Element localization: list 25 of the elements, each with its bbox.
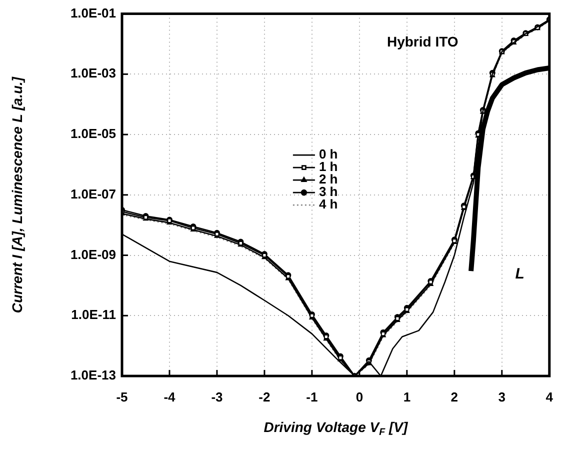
- legend-label: 3 h: [318, 184, 338, 200]
- y-axis-title: Current I [A], Luminescence L [a.u.]: [8, 76, 25, 314]
- annotation: L: [515, 266, 524, 283]
- x-tick-label: 2: [450, 389, 458, 404]
- y-tick-label: 1.0E-03: [70, 66, 116, 81]
- x-tick-label: 1: [403, 389, 411, 404]
- y-tick-label: 1.0E-01: [70, 5, 116, 20]
- legend-label: 4 h: [318, 196, 338, 212]
- annotation: Hybrid ITO: [386, 34, 458, 50]
- y-tick-label: 1.0E-09: [70, 246, 116, 262]
- x-tick-label: -4: [164, 389, 176, 404]
- x-tick-label: -1: [306, 389, 318, 404]
- x-tick-label: 4: [546, 389, 554, 404]
- y-tick-label: 1.0E-11: [71, 307, 116, 322]
- legend-label: 0 h: [318, 146, 338, 162]
- x-tick-label: -5: [116, 389, 128, 404]
- x-tick-label: -2: [258, 389, 270, 404]
- legend-label: 2 h: [318, 172, 338, 187]
- x-tick-label: 3: [498, 389, 506, 404]
- x-tick-label: -3: [211, 389, 223, 404]
- legend-label: 1 h: [318, 159, 338, 174]
- y-tick-label: 1.0E-13: [70, 368, 116, 383]
- x-tick-label: 0: [356, 389, 364, 404]
- y-tick-label: 1.0E-05: [70, 126, 116, 142]
- y-tick-label: 1.0E-07: [70, 186, 116, 202]
